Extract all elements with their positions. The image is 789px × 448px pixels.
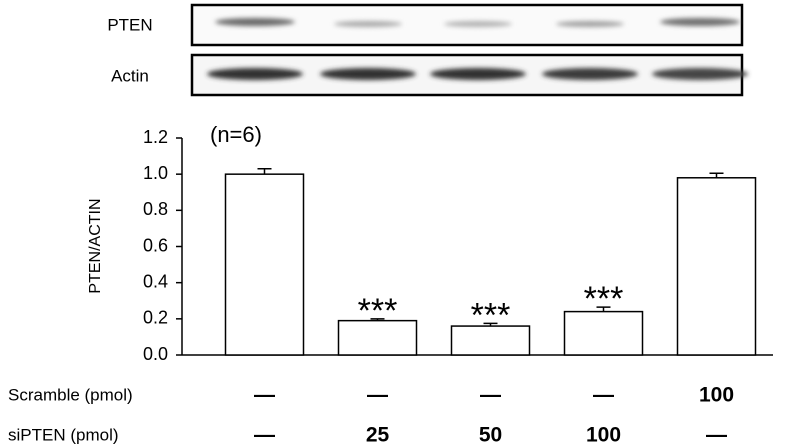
condition-value: —: [593, 384, 614, 407]
band: [215, 18, 295, 26]
bar: [678, 178, 756, 355]
condition-value: 100: [699, 384, 734, 407]
condition-value: —: [254, 424, 275, 447]
figure: PTEN Actin (n=6) PTEN/ACTIN 0.0 0.2 0.4 0.6…: [0, 0, 789, 448]
band: [660, 18, 740, 26]
y-tick-label: 0.2: [143, 308, 168, 328]
y-tick-label: 1.0: [143, 163, 168, 183]
bar: [565, 312, 643, 355]
band: [207, 68, 303, 80]
band: [334, 21, 402, 27]
band: [444, 21, 512, 27]
y-tick-label: 0.0: [143, 344, 168, 364]
y-tick-label: 1.2: [143, 127, 168, 147]
condition-value: —: [706, 424, 727, 447]
actin-bands: [207, 68, 748, 80]
band: [542, 68, 638, 80]
band: [652, 68, 748, 80]
condition-value: —: [254, 384, 275, 407]
condition-label: Scramble (pmol): [8, 385, 133, 404]
significance: ***: [471, 296, 511, 334]
y-tick-label: 0.8: [143, 199, 168, 219]
condition-value: 25: [366, 424, 390, 447]
y-axis-label: PTEN/ACTIN: [87, 198, 104, 293]
significance: ***: [358, 292, 398, 330]
y-tick-label: 0.6: [143, 235, 168, 255]
bar: [226, 174, 304, 355]
band: [320, 68, 416, 80]
blot-label: PTEN: [107, 15, 152, 34]
condition-label: siPTEN (pmol): [8, 425, 119, 444]
annotation: (n=6): [210, 122, 262, 147]
blot-label: Actin: [111, 66, 149, 85]
significance: ***: [584, 280, 624, 318]
error-bar: [258, 169, 272, 174]
condition-value: 100: [586, 424, 621, 447]
condition-value: 50: [479, 424, 502, 447]
y-tick-label: 0.4: [143, 271, 168, 291]
condition-value: —: [367, 384, 388, 407]
blot: PTEN Actin: [107, 5, 748, 95]
condition-value: —: [480, 384, 501, 407]
band: [556, 21, 624, 27]
band: [430, 68, 526, 80]
